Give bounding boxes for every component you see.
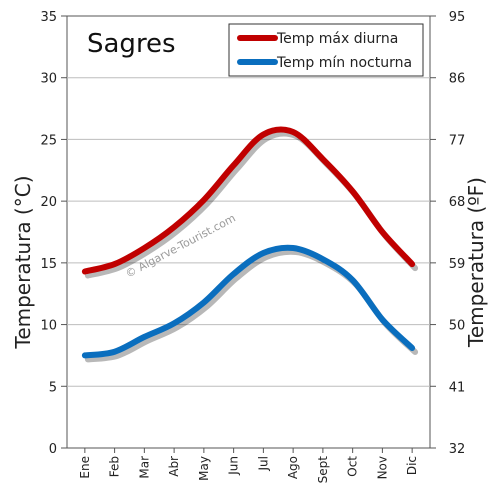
x-tick-label: Jul <box>256 456 270 471</box>
x-tick-label: Mar <box>137 456 151 479</box>
data-point-min <box>143 335 146 338</box>
y-tick-label-right: 86 <box>449 72 466 87</box>
x-tick-label: May <box>197 456 211 481</box>
series-layer <box>81 126 419 363</box>
y-tick-label-right: 59 <box>449 257 466 272</box>
y-axis-left: 0 5 10 15 20 25 30 35 <box>40 10 67 457</box>
y-tick-label-left: 30 <box>40 72 57 87</box>
data-point-min <box>173 322 176 325</box>
y-tick-label-left: 10 <box>40 319 57 334</box>
x-tick-label: Oct <box>346 456 360 477</box>
data-point-min <box>232 272 235 275</box>
data-point-max <box>351 190 354 193</box>
x-tick-label: Ene <box>78 456 92 479</box>
data-point-max <box>202 198 205 201</box>
x-tick-label: Dic <box>405 456 419 475</box>
data-point-max <box>143 247 146 250</box>
data-point-min <box>321 258 324 261</box>
y-tick-label-left: 35 <box>40 10 57 25</box>
data-point-min <box>262 251 265 254</box>
series-line-max <box>81 126 416 275</box>
plot-area <box>66 15 431 449</box>
legend-label-min: Temp mín nocturna <box>276 55 412 71</box>
series-line-min <box>81 244 416 359</box>
data-point-min <box>202 301 205 304</box>
x-tick-label: Ago <box>286 456 300 479</box>
y-axis-title-right: Temperatura (ºF) <box>464 177 488 348</box>
data-point-max <box>292 131 295 134</box>
x-tick-label: Abr <box>167 456 181 477</box>
x-tick-label: Nov <box>375 456 389 479</box>
chart-title: Sagres <box>87 29 176 59</box>
data-point-min <box>411 347 414 350</box>
y-tick-label-right: 77 <box>449 133 466 148</box>
y-tick-label-right: 68 <box>449 195 466 210</box>
y-axis-title-left: Temperatura (°C) <box>11 175 35 349</box>
y-tick-label-right: 41 <box>449 380 466 395</box>
y-tick-label-left: 15 <box>40 257 57 272</box>
data-point-min <box>113 350 116 353</box>
y-tick-label-right: 32 <box>449 442 466 457</box>
y-tick-label-left: 5 <box>49 380 57 395</box>
y-tick-label-left: 25 <box>40 133 57 148</box>
data-point-max <box>173 226 176 229</box>
data-point-max <box>411 263 414 266</box>
data-point-max <box>321 158 324 161</box>
data-point-max <box>381 231 384 234</box>
data-point-max <box>232 164 235 167</box>
x-axis: Ene Feb Mar Abr May Jun Jul Ago Sept Oct Nov Dic <box>78 448 419 483</box>
data-point-max <box>113 263 116 266</box>
y-axis-right: 32 41 50 59 68 77 86 95 <box>430 10 465 457</box>
data-point-max <box>262 133 265 136</box>
data-point-min <box>292 247 295 250</box>
x-tick-label: Jun <box>227 456 241 476</box>
legend-box <box>228 23 424 77</box>
y-tick-label-left: 20 <box>40 195 57 210</box>
x-tick-label: Sept <box>316 456 330 484</box>
data-point-min <box>83 354 86 357</box>
y-tick-label-right: 95 <box>449 10 466 25</box>
y-tick-label-right: 50 <box>449 319 466 334</box>
data-point-max <box>83 270 86 273</box>
data-point-min <box>351 279 354 282</box>
legend: Temp máx diurna Temp mín nocturna <box>228 23 424 77</box>
y-tick-label-left: 0 <box>49 442 57 457</box>
data-point-min <box>381 318 384 321</box>
legend-label-max: Temp máx diurna <box>276 31 398 47</box>
x-tick-label: Feb <box>108 456 122 477</box>
